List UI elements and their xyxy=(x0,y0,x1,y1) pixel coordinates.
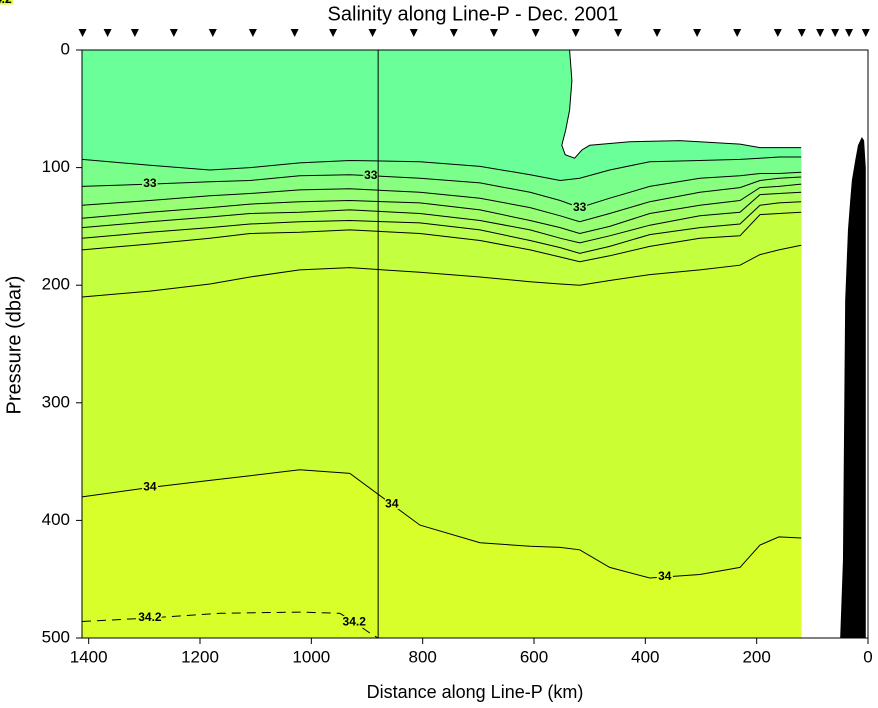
station-marker xyxy=(861,29,870,37)
x-tick-label: 200 xyxy=(742,647,770,666)
station-marker xyxy=(130,29,139,37)
x-tick-label: 1200 xyxy=(181,647,219,666)
x-tick-label: 400 xyxy=(631,647,659,666)
station-marker xyxy=(489,29,498,37)
station-marker xyxy=(449,29,458,37)
bathymetry xyxy=(840,137,866,639)
contour-label: 34 xyxy=(385,497,399,511)
contour-label: 34 xyxy=(143,480,157,494)
y-tick-label: 200 xyxy=(42,275,70,294)
contour-line xyxy=(81,611,379,639)
station-marker xyxy=(169,29,178,37)
station-marker xyxy=(816,29,825,37)
y-tick-label: 0 xyxy=(61,39,70,58)
station-marker xyxy=(248,29,257,37)
station-marker xyxy=(103,29,112,37)
plot-frame xyxy=(81,49,869,639)
contour-line xyxy=(81,156,802,182)
x-tick-label: 0 xyxy=(863,647,872,666)
station-marker xyxy=(409,29,418,37)
contour-line xyxy=(81,191,802,244)
contour-label: 33 xyxy=(143,176,157,190)
contour-label: 34 xyxy=(658,569,672,583)
station-marker xyxy=(797,29,806,37)
contour-label: 34.2 xyxy=(0,0,12,6)
contour-line xyxy=(561,49,802,159)
station-marker xyxy=(653,29,662,37)
y-tick-label: 300 xyxy=(42,392,70,411)
station-marker xyxy=(733,29,742,37)
station-marker xyxy=(78,29,87,37)
contour-label: 33 xyxy=(364,168,378,182)
contour-fill xyxy=(82,50,802,638)
x-tick-label: 1000 xyxy=(292,647,330,666)
station-marker xyxy=(571,29,580,37)
station-marker xyxy=(531,29,540,37)
station-marker xyxy=(368,29,377,37)
contour-label: 34.2 xyxy=(138,610,162,624)
x-tick-label: 600 xyxy=(520,647,548,666)
contour-line xyxy=(81,201,802,254)
station-marker xyxy=(329,29,338,37)
x-tick-label: 800 xyxy=(408,647,436,666)
station-marker xyxy=(693,29,702,37)
station-marker xyxy=(845,29,854,37)
contour-line xyxy=(81,176,802,223)
contour-label: 34.2 xyxy=(0,0,12,6)
station-marker xyxy=(614,29,623,37)
station-marker xyxy=(831,29,840,37)
y-tick-label: 500 xyxy=(42,627,70,646)
contour-line xyxy=(81,244,802,298)
station-marker xyxy=(773,29,782,37)
contour-line xyxy=(81,183,802,235)
y-tick-label: 400 xyxy=(42,510,70,529)
contour-line xyxy=(81,171,802,209)
contour-label: 33 xyxy=(573,200,587,214)
station-marker xyxy=(208,29,217,37)
contour-line xyxy=(81,469,802,579)
y-axis-label: Pressure (dbar) xyxy=(3,276,25,415)
station-marker xyxy=(290,29,299,37)
contour-label: 34.2 xyxy=(343,614,367,628)
contour-line xyxy=(81,211,802,263)
chart-title: Salinity along Line-P - Dec. 2001 xyxy=(328,3,619,25)
x-axis-label: Distance along Line-P (km) xyxy=(367,682,584,702)
x-tick-label: 1400 xyxy=(70,647,108,666)
y-tick-label: 100 xyxy=(42,157,70,176)
